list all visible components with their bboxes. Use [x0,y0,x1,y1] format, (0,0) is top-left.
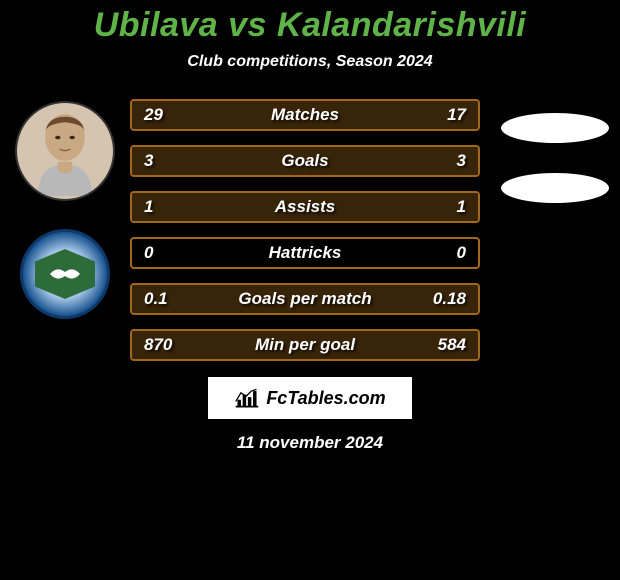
player-avatar-left [15,101,115,201]
stat-value-right: 3 [457,151,466,171]
stat-value-left: 0 [132,243,153,263]
ellipses-column [490,99,620,361]
stat-value-left: 0.1 [132,289,168,309]
stat-value-right: 584 [438,335,466,355]
stat-label: Goals [281,151,328,171]
attribution-text: FcTables.com [266,388,385,409]
attribution-banner: FcTables.com [208,377,411,419]
stat-value-left: 870 [132,335,172,355]
ellipse-indicator [501,173,609,203]
stat-row: 1 Assists 1 [130,191,480,223]
stat-label: Hattricks [269,243,342,263]
stat-value-left: 1 [132,197,153,217]
main-area: 29 Matches 17 3 Goals 3 1 Assists 1 0 Hattricks 0 0.… [0,99,620,361]
stat-label: Goals per match [238,289,371,309]
stats-column: 29 Matches 17 3 Goals 3 1 Assists 1 0 Hattricks 0 0.… [130,99,490,361]
stat-value-right: 0 [457,243,466,263]
stat-value-right: 17 [447,105,466,125]
stat-row: 0.1 Goals per match 0.18 [130,283,480,315]
stat-fill-left [132,147,305,175]
person-icon [20,106,110,196]
stat-row: 3 Goals 3 [130,145,480,177]
date-label: 11 november 2024 [237,433,383,453]
stat-row: 0 Hattricks 0 [130,237,480,269]
stat-value-right: 1 [457,197,466,217]
stat-value-right: 0.18 [433,289,466,309]
ellipse-indicator [501,113,609,143]
shield-icon [35,249,95,299]
stat-fill-right [305,147,478,175]
stat-row: 870 Min per goal 584 [130,329,480,361]
players-column [0,99,130,361]
stat-value-left: 3 [132,151,153,171]
chart-icon [234,387,260,409]
stat-row: 29 Matches 17 [130,99,480,131]
stat-value-left: 29 [132,105,163,125]
page-title: Ubilava vs Kalandarishvili [94,6,527,45]
stat-label: Matches [271,105,339,125]
subtitle: Club competitions, Season 2024 [187,53,432,71]
stat-label: Min per goal [255,335,355,355]
stat-label: Assists [275,197,335,217]
club-badge [20,229,110,319]
